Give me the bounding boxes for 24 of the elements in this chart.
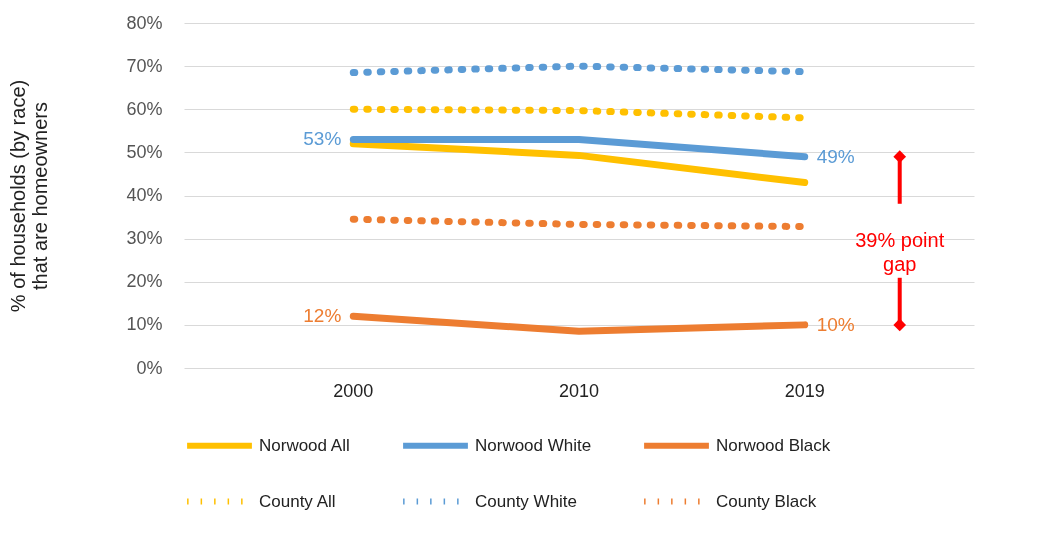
- annotation: 39% point gap: [855, 228, 945, 275]
- x-tick-label: 2010: [558, 380, 600, 401]
- data-label: 49%: [816, 145, 855, 167]
- y-tick-label: 80%: [126, 12, 163, 33]
- legend-label: County White: [475, 491, 578, 511]
- y-axis-title: % of households (by race) that are homeowners: [7, 79, 52, 313]
- legend-label: County Black: [716, 491, 817, 511]
- legend-label: County All: [259, 491, 336, 511]
- legend-label: Norwood All: [259, 435, 350, 455]
- y-tick-label: 20%: [126, 271, 163, 292]
- y-tick-label: 10%: [126, 314, 163, 335]
- y-tick-label: 30%: [126, 228, 163, 249]
- data-label: 53%: [303, 128, 342, 150]
- y-tick-label: 50%: [126, 141, 163, 162]
- legend-label: Norwood White: [475, 435, 592, 455]
- legend-label: Norwood Black: [716, 435, 831, 455]
- y-tick-label: 0%: [136, 357, 163, 378]
- x-tick-label: 2000: [333, 380, 374, 401]
- y-tick-label: 60%: [126, 98, 163, 119]
- data-label: 10%: [816, 313, 855, 335]
- y-tick-label: 40%: [126, 185, 163, 205]
- data-label: 12%: [303, 305, 342, 327]
- y-tick-label: 70%: [126, 55, 163, 76]
- x-tick-label: 2019: [784, 380, 825, 401]
